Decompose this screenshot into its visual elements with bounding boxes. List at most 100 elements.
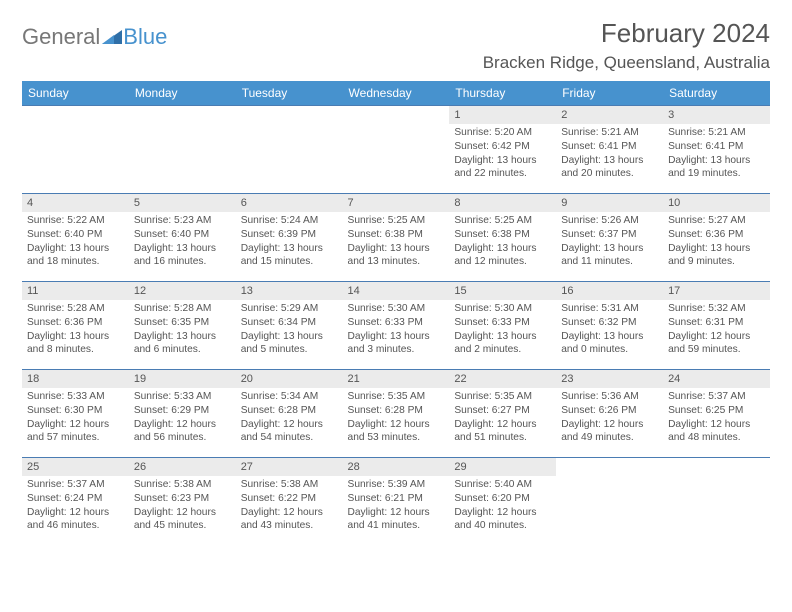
day-number: 27 <box>236 457 343 476</box>
calendar-cell: 17Sunrise: 5:32 AMSunset: 6:31 PMDayligh… <box>663 281 770 369</box>
day-number: 10 <box>663 193 770 212</box>
day-detail-line: Daylight: 12 hours <box>241 418 338 432</box>
calendar-cell: 8Sunrise: 5:25 AMSunset: 6:38 PMDaylight… <box>449 193 556 281</box>
day-detail-line: Sunrise: 5:22 AM <box>27 214 124 228</box>
day-number: 3 <box>663 105 770 124</box>
day-number: 5 <box>129 193 236 212</box>
day-number: 9 <box>556 193 663 212</box>
day-detail-line: Sunset: 6:25 PM <box>668 404 765 418</box>
calendar-cell <box>129 105 236 193</box>
day-detail-line: and 16 minutes. <box>134 255 231 269</box>
day-detail-line: Sunrise: 5:34 AM <box>241 390 338 404</box>
day-detail-line: Sunrise: 5:28 AM <box>134 302 231 316</box>
day-of-week-header: Sunday <box>22 81 129 105</box>
day-detail-line: Sunset: 6:41 PM <box>561 140 658 154</box>
day-detail: Sunrise: 5:21 AMSunset: 6:41 PMDaylight:… <box>556 124 663 185</box>
day-detail-line: and 18 minutes. <box>27 255 124 269</box>
calendar-cell: 26Sunrise: 5:38 AMSunset: 6:23 PMDayligh… <box>129 457 236 545</box>
day-detail-line: and 15 minutes. <box>241 255 338 269</box>
day-detail-line: Sunset: 6:39 PM <box>241 228 338 242</box>
day-detail: Sunrise: 5:24 AMSunset: 6:39 PMDaylight:… <box>236 212 343 273</box>
day-detail-line: Sunrise: 5:31 AM <box>561 302 658 316</box>
day-detail-line: Sunrise: 5:25 AM <box>454 214 551 228</box>
logo-text-2: Blue <box>123 24 167 50</box>
day-detail-line: and 49 minutes. <box>561 431 658 445</box>
empty-day <box>343 105 450 124</box>
day-detail-line: Sunrise: 5:26 AM <box>561 214 658 228</box>
day-detail: Sunrise: 5:28 AMSunset: 6:35 PMDaylight:… <box>129 300 236 361</box>
day-detail-line: Sunrise: 5:30 AM <box>348 302 445 316</box>
calendar-cell: 3Sunrise: 5:21 AMSunset: 6:41 PMDaylight… <box>663 105 770 193</box>
logo: General Blue <box>22 18 167 50</box>
calendar-cell: 15Sunrise: 5:30 AMSunset: 6:33 PMDayligh… <box>449 281 556 369</box>
empty-day <box>129 105 236 124</box>
day-detail-line: Sunrise: 5:32 AM <box>668 302 765 316</box>
day-of-week-header: Monday <box>129 81 236 105</box>
day-number: 24 <box>663 369 770 388</box>
day-detail-line: and 5 minutes. <box>241 343 338 357</box>
calendar-cell: 4Sunrise: 5:22 AMSunset: 6:40 PMDaylight… <box>22 193 129 281</box>
day-number: 22 <box>449 369 556 388</box>
day-detail-line: Sunset: 6:42 PM <box>454 140 551 154</box>
day-detail: Sunrise: 5:32 AMSunset: 6:31 PMDaylight:… <box>663 300 770 361</box>
day-detail-line: and 2 minutes. <box>454 343 551 357</box>
day-number: 17 <box>663 281 770 300</box>
day-detail-line: Sunrise: 5:39 AM <box>348 478 445 492</box>
day-detail: Sunrise: 5:35 AMSunset: 6:27 PMDaylight:… <box>449 388 556 449</box>
day-of-week-header: Saturday <box>663 81 770 105</box>
day-of-week-header: Tuesday <box>236 81 343 105</box>
day-detail: Sunrise: 5:25 AMSunset: 6:38 PMDaylight:… <box>343 212 450 273</box>
day-detail-line: Sunrise: 5:36 AM <box>561 390 658 404</box>
day-detail: Sunrise: 5:33 AMSunset: 6:29 PMDaylight:… <box>129 388 236 449</box>
day-detail-line: Sunrise: 5:38 AM <box>241 478 338 492</box>
day-detail-line: Sunset: 6:30 PM <box>27 404 124 418</box>
day-detail-line: Daylight: 13 hours <box>134 242 231 256</box>
day-detail-line: and 8 minutes. <box>27 343 124 357</box>
day-detail-line: and 20 minutes. <box>561 167 658 181</box>
day-detail-line: Sunset: 6:38 PM <box>348 228 445 242</box>
day-detail: Sunrise: 5:39 AMSunset: 6:21 PMDaylight:… <box>343 476 450 537</box>
day-detail-line: and 11 minutes. <box>561 255 658 269</box>
day-of-week-row: SundayMondayTuesdayWednesdayThursdayFrid… <box>22 81 770 105</box>
calendar-cell <box>556 457 663 545</box>
calendar-body: 1Sunrise: 5:20 AMSunset: 6:42 PMDaylight… <box>22 105 770 545</box>
calendar-cell <box>22 105 129 193</box>
day-detail-line: Sunrise: 5:37 AM <box>668 390 765 404</box>
day-detail: Sunrise: 5:40 AMSunset: 6:20 PMDaylight:… <box>449 476 556 537</box>
day-detail-line: Sunrise: 5:27 AM <box>668 214 765 228</box>
calendar-cell: 7Sunrise: 5:25 AMSunset: 6:38 PMDaylight… <box>343 193 450 281</box>
location: Bracken Ridge, Queensland, Australia <box>483 53 770 73</box>
day-detail-line: and 0 minutes. <box>561 343 658 357</box>
day-detail-line: and 9 minutes. <box>668 255 765 269</box>
day-detail: Sunrise: 5:33 AMSunset: 6:30 PMDaylight:… <box>22 388 129 449</box>
calendar-cell <box>343 105 450 193</box>
day-detail-line: Sunset: 6:40 PM <box>134 228 231 242</box>
day-detail-line: Sunset: 6:24 PM <box>27 492 124 506</box>
day-detail-line: Sunset: 6:36 PM <box>668 228 765 242</box>
day-number: 29 <box>449 457 556 476</box>
day-detail-line: and 45 minutes. <box>134 519 231 533</box>
calendar-cell: 2Sunrise: 5:21 AMSunset: 6:41 PMDaylight… <box>556 105 663 193</box>
day-of-week-header: Friday <box>556 81 663 105</box>
day-detail-line: Daylight: 13 hours <box>241 330 338 344</box>
day-detail: Sunrise: 5:37 AMSunset: 6:24 PMDaylight:… <box>22 476 129 537</box>
calendar-cell: 28Sunrise: 5:39 AMSunset: 6:21 PMDayligh… <box>343 457 450 545</box>
day-detail: Sunrise: 5:35 AMSunset: 6:28 PMDaylight:… <box>343 388 450 449</box>
day-detail-line: Daylight: 13 hours <box>454 242 551 256</box>
empty-day <box>556 457 663 476</box>
day-detail-line: Sunrise: 5:30 AM <box>454 302 551 316</box>
day-detail-line: and 56 minutes. <box>134 431 231 445</box>
day-detail-line: Daylight: 13 hours <box>454 154 551 168</box>
day-detail-line: Daylight: 12 hours <box>348 506 445 520</box>
day-detail-line: Daylight: 12 hours <box>454 506 551 520</box>
day-detail-line: Sunrise: 5:23 AM <box>134 214 231 228</box>
day-number: 15 <box>449 281 556 300</box>
day-detail-line: Daylight: 12 hours <box>134 418 231 432</box>
calendar-cell: 13Sunrise: 5:29 AMSunset: 6:34 PMDayligh… <box>236 281 343 369</box>
day-detail-line: Sunset: 6:27 PM <box>454 404 551 418</box>
calendar-cell: 25Sunrise: 5:37 AMSunset: 6:24 PMDayligh… <box>22 457 129 545</box>
day-detail-line: Sunrise: 5:33 AM <box>134 390 231 404</box>
day-detail-line: and 59 minutes. <box>668 343 765 357</box>
day-number: 1 <box>449 105 556 124</box>
calendar-week-row: 1Sunrise: 5:20 AMSunset: 6:42 PMDaylight… <box>22 105 770 193</box>
